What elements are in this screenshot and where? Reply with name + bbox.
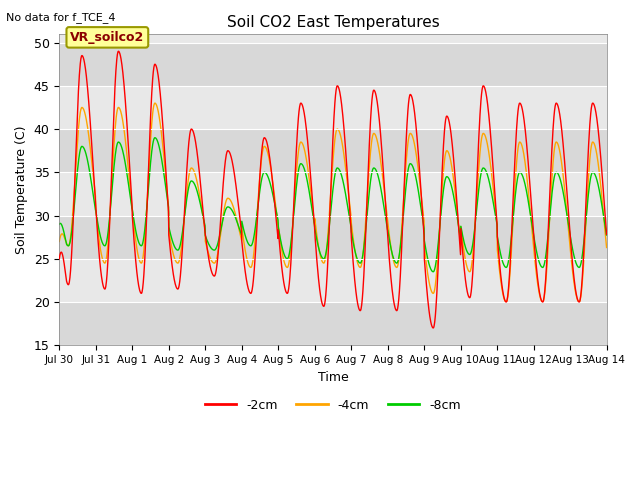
-8cm: [56, 221, 63, 227]
Line: -8cm: -8cm: [60, 138, 607, 272]
Text: No data for f_TCE_4: No data for f_TCE_4: [6, 12, 116, 23]
Line: -2cm: -2cm: [60, 51, 607, 328]
-8cm: [279, 247, 287, 253]
-4cm: [56, 239, 63, 244]
-4cm: [603, 245, 611, 251]
Title: Soil CO2 East Temperatures: Soil CO2 East Temperatures: [227, 15, 439, 30]
-2cm: [115, 48, 122, 54]
-2cm: [173, 285, 180, 290]
-8cm: [603, 232, 611, 238]
-4cm: [87, 148, 95, 154]
-2cm: [279, 274, 287, 279]
Line: -4cm: -4cm: [60, 103, 607, 302]
-8cm: [429, 269, 437, 275]
-4cm: [282, 263, 289, 269]
-2cm: [87, 125, 95, 131]
-4cm: [173, 259, 180, 265]
Y-axis label: Soil Temperature (C): Soil Temperature (C): [15, 125, 28, 254]
-8cm: [260, 169, 268, 175]
-8cm: [87, 175, 95, 180]
Bar: [60, 216, 607, 259]
-4cm: [575, 299, 583, 305]
X-axis label: Time: Time: [317, 371, 348, 384]
-2cm: [429, 325, 437, 331]
-4cm: [279, 253, 287, 259]
Bar: [60, 43, 607, 86]
Bar: [60, 172, 607, 216]
-8cm: [173, 247, 180, 252]
-8cm: [282, 254, 289, 260]
-8cm: [429, 269, 437, 275]
Bar: [60, 129, 607, 172]
-2cm: [429, 325, 437, 331]
-2cm: [282, 288, 289, 294]
Bar: [60, 86, 607, 129]
Bar: [60, 302, 607, 345]
-4cm: [429, 290, 437, 296]
-4cm: [151, 100, 159, 106]
-2cm: [603, 231, 611, 237]
-2cm: [260, 135, 268, 141]
Text: VR_soilco2: VR_soilco2: [70, 31, 145, 44]
Bar: [60, 259, 607, 302]
-2cm: [56, 256, 63, 262]
Legend: -2cm, -4cm, -8cm: -2cm, -4cm, -8cm: [200, 394, 466, 417]
-4cm: [260, 144, 268, 149]
-8cm: [151, 135, 159, 141]
